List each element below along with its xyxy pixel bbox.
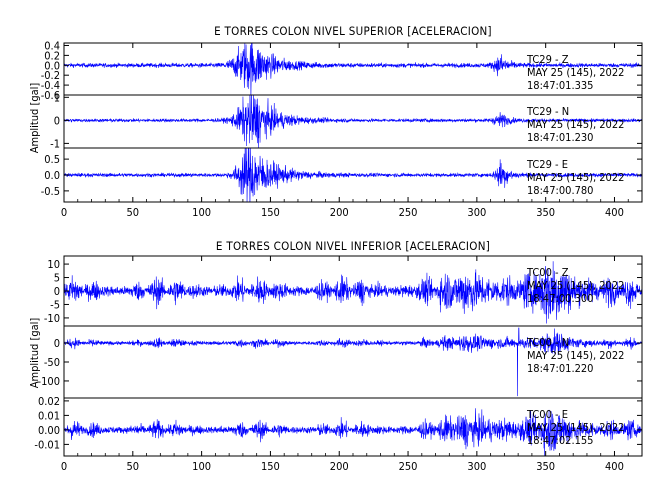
x-tick-label: 0 — [61, 460, 67, 473]
waveform-trace — [64, 43, 642, 95]
y-tick-label: 0 — [54, 285, 60, 298]
x-tick-label: 50 — [127, 206, 140, 219]
time-label: 18:47:01.335 — [527, 79, 593, 92]
x-tick-label: 0 — [61, 206, 67, 219]
channel-label: TC00 - N — [526, 336, 569, 349]
y-tick-label: 0.00 — [38, 424, 60, 437]
y-tick-label: -5 — [50, 298, 60, 311]
y-tick-label: -1 — [50, 137, 60, 150]
x-tick-label: 350 — [536, 206, 555, 219]
x-tick-label: 100 — [192, 206, 211, 219]
date-label: MAY 25 (145), 2022 — [527, 349, 624, 362]
date-label: MAY 25 (145), 2022 — [527, 171, 624, 184]
y-tick-label: 0.0 — [44, 59, 60, 72]
x-tick-label: 400 — [605, 206, 624, 219]
date-label: MAY 25 (145), 2022 — [527, 279, 624, 292]
x-tick-label: 250 — [399, 460, 418, 473]
y-tick-label: -100 — [38, 375, 60, 388]
channel-label: TC29 - E — [526, 158, 568, 171]
channel-label: TC00 - E — [526, 408, 568, 421]
waveform-trace — [64, 95, 642, 148]
y-tick-label: 5 — [54, 272, 60, 285]
y-tick-label: -0.5 — [41, 185, 60, 198]
y-tick-label: 0.0 — [44, 169, 60, 182]
x-tick-label: 50 — [127, 460, 140, 473]
waveform-trace — [64, 148, 642, 202]
y-tick-label: 0 — [54, 337, 60, 350]
time-label: 18:47:00.300 — [527, 292, 593, 305]
y-tick-label: 0.02 — [38, 395, 60, 408]
x-tick-label: 100 — [192, 460, 211, 473]
waveform-trace — [64, 327, 642, 397]
channel-label: TC00 - Z — [526, 266, 569, 279]
x-tick-label: 400 — [605, 460, 624, 473]
y-tick-label: 1 — [54, 91, 60, 104]
chart-title: E TORRES COLON NIVEL INFERIOR [ACELERACI… — [216, 239, 490, 253]
y-tick-label: -0.4 — [41, 79, 60, 92]
waveform-trace — [64, 261, 642, 324]
time-label: 18:47:01.230 — [527, 131, 593, 144]
x-tick-label: 200 — [330, 460, 349, 473]
y-tick-label: 0.4 — [44, 39, 60, 52]
y-tick-label: -0.2 — [41, 69, 60, 82]
x-tick-label: 250 — [399, 206, 418, 219]
date-label: MAY 25 (145), 2022 — [527, 66, 624, 79]
time-label: 18:47:00.780 — [527, 184, 593, 197]
channel-label: TC29 - Z — [526, 53, 569, 66]
y-tick-label: 0.5 — [44, 153, 60, 166]
y-tick-label: 0 — [54, 114, 60, 127]
x-tick-label: 200 — [330, 206, 349, 219]
y-tick-label: -0.6 — [41, 89, 60, 102]
date-label: MAY 25 (145), 2022 — [527, 118, 624, 131]
y-tick-label: -10 — [44, 312, 60, 325]
y-tick-label: 0.2 — [44, 49, 60, 62]
date-label: MAY 25 (145), 2022 — [527, 421, 624, 434]
y-tick-label: -0.01 — [34, 438, 60, 451]
chart-title: E TORRES COLON NIVEL SUPERIOR [ACELERACI… — [214, 24, 492, 38]
time-label: 18:47:01.220 — [527, 362, 593, 375]
x-tick-label: 150 — [261, 460, 280, 473]
x-tick-label: 300 — [467, 206, 486, 219]
channel-label: TC29 - N — [526, 105, 569, 118]
x-tick-label: 300 — [467, 460, 486, 473]
y-axis-label: Amplitud [gal] — [28, 83, 41, 154]
chart-group-inferior: E TORRES COLON NIVEL INFERIOR [ACELERACI… — [28, 239, 643, 473]
chart-group-superior: E TORRES COLON NIVEL SUPERIOR [ACELERACI… — [28, 24, 643, 219]
y-tick-label: 10 — [47, 258, 60, 271]
x-tick-label: 350 — [536, 460, 555, 473]
time-label: 18:47:02.155 — [527, 434, 593, 447]
y-axis-label: Amplitud [gal] — [28, 318, 41, 389]
y-tick-label: 0.01 — [38, 409, 60, 422]
x-tick-label: 150 — [261, 206, 280, 219]
waveform-trace — [64, 408, 642, 456]
y-tick-label: -50 — [44, 356, 60, 369]
